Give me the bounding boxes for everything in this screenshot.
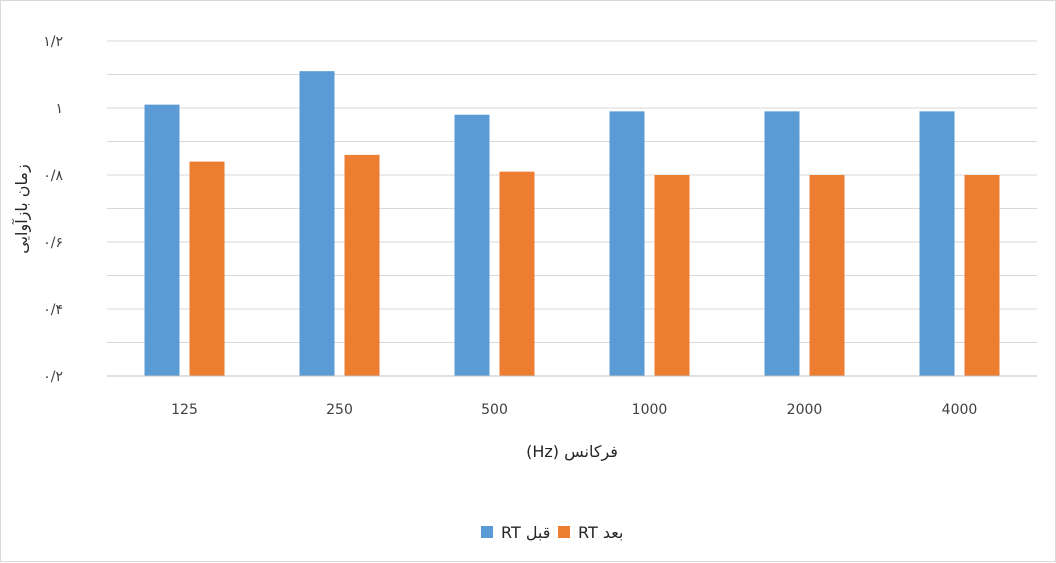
x-tick-label: 4000 [942,402,978,418]
gridlines [107,40,1037,343]
bar-before-1000 [609,111,645,376]
legend-label: RT بعد [578,523,623,542]
y-tick-label: ۰/۸ [43,168,63,184]
x-tick-label: 1000 [632,402,668,418]
bar-after-500 [499,171,535,376]
y-tick-label: ۰/۴ [43,302,63,318]
bar-after-4000 [964,175,1000,376]
x-tick-label: 500 [481,402,508,418]
bars [144,71,1000,377]
bar-after-125 [189,161,225,376]
legend-swatch [481,526,493,538]
legend-label: RT قبل [501,523,550,542]
bar-before-2000 [764,111,800,376]
x-tick-label: 2000 [787,402,823,418]
y-axis-title: زمان بازآوایی [12,164,32,253]
y-tick-label: ۰/۲ [43,369,63,385]
x-axis-ticks: 125 250 500 1000 2000 4000 [171,402,977,418]
y-axis-ticks: ۰/۲ ۰/۴ ۰/۶ ۰/۸ ۱ ۱/۲ [43,34,63,385]
bar-after-1000 [654,175,690,376]
bar-after-2000 [809,175,845,376]
x-tick-label: 125 [171,402,198,418]
x-axis-title: فرکانس (Hz) [526,442,618,462]
y-tick-label: ۱/۲ [43,34,63,50]
bar-before-125 [144,104,180,377]
legend: RT قبل RT بعد [481,523,623,542]
y-tick-label: ۰/۶ [43,235,63,251]
bar-before-4000 [919,111,955,376]
x-tick-label: 250 [326,402,353,418]
bar-before-250 [299,71,335,377]
bar-before-500 [454,114,490,376]
y-tick-label: ۱ [55,101,63,117]
legend-swatch [558,526,570,538]
bar-after-250 [344,154,380,376]
